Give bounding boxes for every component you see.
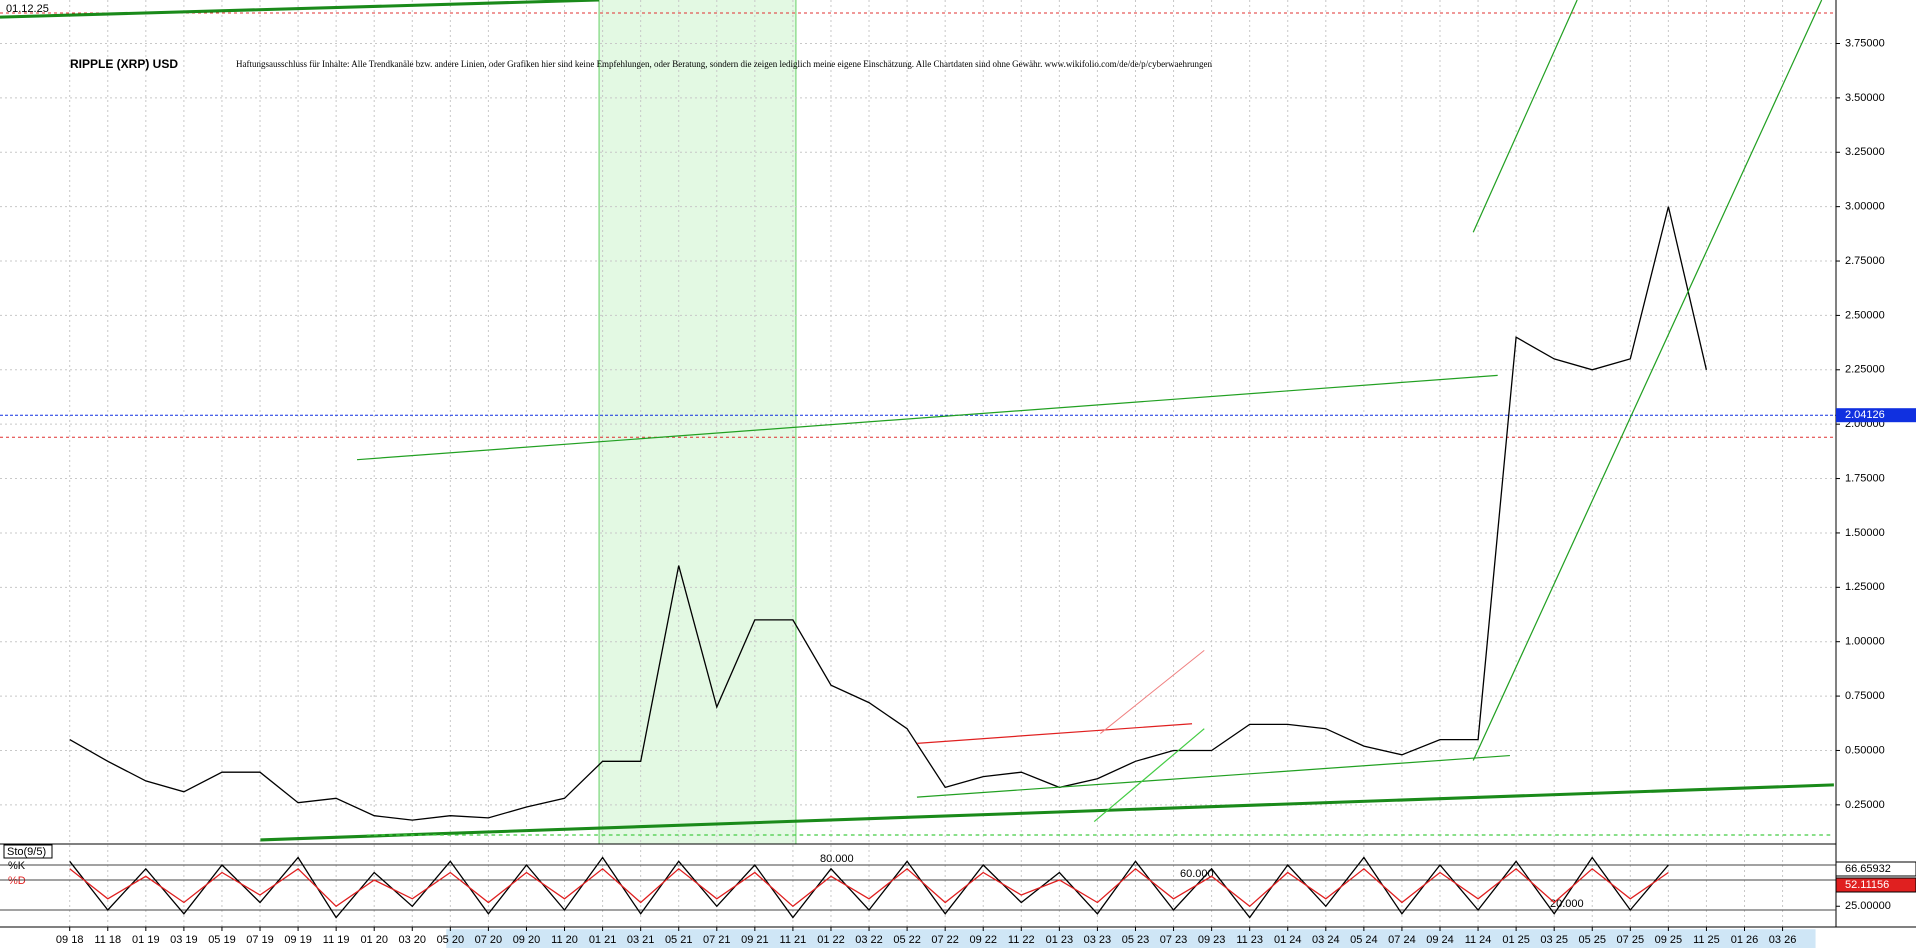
series-line [69,856,1669,919]
series-line [69,867,1669,908]
trend-line [916,723,1193,744]
y-tick-label: 2.25000 [1845,364,1885,376]
x-tick-label: 11 19 [323,934,350,946]
trend-line [1100,650,1205,734]
last-value-label: 66.65932 [1845,863,1891,875]
trend-line [1472,0,1578,233]
x-tick-label: 05 22 [893,934,921,946]
trend-line [260,783,1834,842]
x-tick-label: 09 25 [1655,934,1683,946]
x-tick-label: 03 24 [1312,934,1340,946]
indicator-box [3,844,53,859]
date-highlight [446,929,1816,948]
level-label: 80.000 [820,853,854,865]
y-tick-label: 1.50000 [1845,527,1885,539]
last-value-box [1835,877,1916,893]
x-tick-label: 05 20 [437,934,465,946]
x-tick-label: 03 23 [1084,934,1112,946]
x-tick-label: 05 23 [1122,934,1150,946]
last-price-label: 2.04126 [1845,409,1885,421]
x-tick-label: 11 18 [94,934,121,946]
x-tick-label: 11 21 [780,934,807,946]
x-tick-label: 07 25 [1617,934,1645,946]
level-label: 60.000 [1180,868,1214,880]
x-tick-label: 01 24 [1274,934,1302,946]
trend-line [1472,0,1823,761]
y-tick-label: 3.50000 [1845,92,1885,104]
x-tick-label: 09 19 [284,934,312,946]
legend-d: %D [8,875,26,887]
disclaimer: Haftungsausschluss für Inhalte: Alle Tre… [236,59,1213,69]
x-tick-label: 11 25 [1693,934,1720,946]
x-tick-label: 01 22 [817,934,845,946]
x-tick-label: 11 24 [1465,934,1492,946]
x-tick-label: 05 19 [208,934,236,946]
y-tick-label: 1.75000 [1845,472,1885,484]
x-tick-label: 03 25 [1540,934,1568,946]
x-tick-label: 11 20 [551,934,578,946]
x-tick-label: 03 20 [399,934,427,946]
x-tick-label: 07 21 [703,934,731,946]
y-tick-label: 25.00000 [1845,900,1891,912]
x-tick-label: 01 20 [360,934,388,946]
x-tick-label: 01 19 [132,934,160,946]
x-tick-label: 03 22 [855,934,883,946]
x-tick-label: 09 23 [1198,934,1226,946]
y-tick-label: 0.75000 [1845,690,1885,702]
x-tick-label: 09 20 [513,934,541,946]
x-tick-label: 03 19 [170,934,198,946]
x-tick-label: 07 20 [475,934,503,946]
y-tick-label: 0.25000 [1845,799,1885,811]
y-tick-label: 3.75000 [1845,37,1885,49]
trend-line [1093,728,1205,823]
y-tick-label: 3.00000 [1845,201,1885,213]
x-tick-label: 03 21 [627,934,655,946]
x-tick-label: 03 26 [1769,934,1797,946]
last-value-box [1835,861,1916,877]
x-tick-label: 11 23 [1236,934,1263,946]
last-price-box [1836,408,1916,423]
x-tick-label: 01 23 [1046,934,1074,946]
date-label: 01.12.25 [6,3,49,15]
drawings [446,0,1816,948]
x-tick-label: 05 21 [665,934,693,946]
x-tick-label: 07 22 [931,934,959,946]
level-label: 20.000 [1550,898,1584,910]
x-tick-label: 05 24 [1350,934,1378,946]
x-tick-label: 09 22 [969,934,997,946]
x-tick-label: 05 25 [1578,934,1606,946]
x-tick-label: 07 19 [246,934,274,946]
series-line [69,206,1708,821]
x-tick-label: 01 26 [1731,934,1759,946]
x-tick-label: 01 25 [1502,934,1530,946]
y-tick-label: 1.00000 [1845,636,1885,648]
y-tick-label: 2.50000 [1845,309,1885,321]
x-tick-label: 09 21 [741,934,769,946]
legend-k: %K [8,860,26,872]
last-value-label: 52.11156 [1845,879,1889,891]
x-tick-label: 01 21 [589,934,617,946]
x-tick-label: 09 24 [1426,934,1454,946]
x-tick-label: 07 23 [1160,934,1188,946]
trend-line [916,754,1510,798]
chart-title: RIPPLE (XRP) USD [70,57,178,71]
indicator-title: Sto(9/5) [7,846,46,858]
y-tick-label: 3.25000 [1845,146,1885,158]
y-tick-label: 0.50000 [1845,744,1885,756]
x-tick-label: 11 22 [1008,934,1035,946]
trend-line [0,0,600,19]
highlight-zone [599,0,796,844]
trend-line [356,374,1498,461]
x-tick-label: 09 18 [56,934,84,946]
y-tick-label: 2.75000 [1845,255,1885,267]
x-tick-label: 07 24 [1388,934,1416,946]
trend-lines [0,0,1834,842]
y-tick-label: 1.25000 [1845,581,1885,593]
